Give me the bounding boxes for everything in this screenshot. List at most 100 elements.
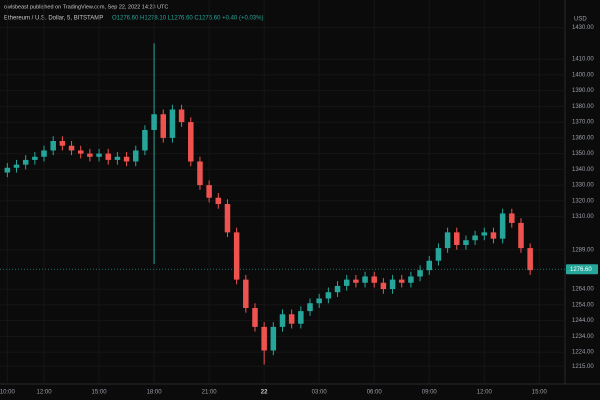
y-tick-label: 1410.00	[572, 57, 594, 63]
candle	[178, 104, 185, 127]
candle	[41, 145, 47, 162]
candle	[398, 274, 405, 288]
candle-body	[132, 150, 139, 162]
y-tick-label: 1264.00	[572, 287, 594, 293]
candle	[123, 152, 130, 167]
candle	[316, 293, 322, 308]
candle-body	[233, 232, 240, 280]
candle-body	[307, 303, 313, 312]
candle-body	[13, 164, 20, 168]
candle-body	[178, 109, 185, 123]
candle	[68, 141, 75, 156]
candle-body	[490, 232, 497, 239]
candle	[160, 109, 167, 143]
y-tick-label: 1370.00	[572, 120, 594, 126]
candle	[463, 235, 469, 250]
candle	[87, 148, 93, 162]
x-tick-label: 06:00	[367, 390, 383, 396]
candle-body	[160, 114, 167, 138]
candle	[527, 243, 533, 275]
candle-body	[50, 141, 56, 151]
candle	[50, 136, 56, 156]
candle-body	[4, 167, 11, 173]
candle	[233, 227, 240, 285]
y-tick-label: 1254.00	[572, 302, 594, 308]
candle	[270, 322, 277, 356]
candle	[224, 199, 231, 238]
candle-body	[325, 292, 332, 299]
candle-body	[22, 159, 29, 165]
candle	[197, 156, 203, 190]
candle-body	[261, 326, 267, 351]
candle	[343, 274, 350, 291]
candle-body	[32, 156, 38, 160]
candle	[279, 309, 286, 332]
candle-body	[142, 129, 148, 151]
candle-body	[389, 279, 396, 290]
x-tick-label: 15:00	[92, 390, 108, 396]
x-tick-label: 12:00	[37, 390, 53, 396]
candle-body	[380, 282, 387, 290]
candle-body	[499, 213, 506, 239]
y-tick-label: 1215.00	[572, 364, 594, 370]
candle-body	[426, 260, 433, 271]
y-tick-label: 1400.00	[572, 72, 594, 78]
y-tick-label: 1380.00	[572, 104, 594, 110]
candle-body	[316, 298, 322, 304]
candle	[96, 148, 102, 162]
candle	[132, 145, 139, 167]
symbol-title: Ethereum / U.S. Dollar, 5, BITSTAMP	[4, 16, 103, 22]
candle	[169, 104, 176, 143]
candle	[32, 152, 38, 165]
candle-body	[343, 279, 350, 286]
candle	[206, 180, 212, 203]
candle	[261, 322, 267, 365]
candle	[252, 303, 258, 332]
candle-body	[444, 232, 451, 249]
y-tick-label: 1430.00	[572, 25, 594, 31]
x-tick-label: 12:00	[477, 390, 493, 396]
currency-label: USD	[574, 17, 587, 23]
candle	[114, 152, 121, 165]
x-tick-label: 21:00	[202, 390, 218, 396]
candle-body	[518, 222, 524, 249]
y-tick-label: 1350.00	[572, 151, 594, 157]
candle-body	[123, 156, 130, 162]
candle-body	[362, 276, 368, 283]
candle	[105, 148, 111, 165]
y-tick-label: 1340.00	[572, 167, 594, 173]
y-tick-label: 1224.00	[572, 350, 594, 356]
y-tick-label: 1360.00	[572, 135, 594, 141]
candle-body	[197, 161, 203, 186]
candle	[509, 208, 515, 228]
candle	[435, 243, 442, 266]
candle-body	[87, 153, 93, 157]
y-tick-label: 1289.00	[572, 247, 594, 253]
candle	[353, 274, 359, 288]
candle-body	[298, 311, 304, 324]
candle-body	[353, 279, 359, 283]
candle-body	[188, 122, 194, 162]
last-price-tag	[566, 264, 598, 275]
candle-body	[243, 279, 249, 308]
candle	[22, 155, 29, 170]
candle-body	[252, 307, 258, 327]
candle-body	[454, 232, 460, 245]
candle	[188, 117, 194, 167]
candle	[454, 227, 460, 250]
candle	[417, 265, 423, 282]
candle-body	[279, 314, 286, 327]
candle	[518, 218, 524, 253]
candle-body	[96, 153, 102, 157]
candle	[151, 43, 157, 264]
y-tick-label: 1234.00	[572, 334, 594, 340]
candle	[481, 227, 488, 241]
candle	[243, 274, 249, 313]
candle	[4, 163, 11, 178]
candle-body	[334, 285, 341, 293]
candle-body	[206, 185, 212, 198]
candle	[288, 309, 295, 329]
candle-body	[435, 248, 442, 261]
